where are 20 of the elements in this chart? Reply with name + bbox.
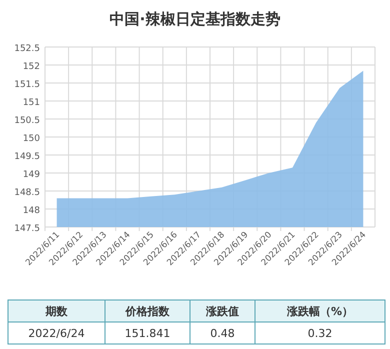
text: 期数 [44, 305, 68, 318]
chart-title: 中国·辣椒日定基指数走势 [110, 10, 280, 28]
text: 2022/6/24 [28, 327, 85, 340]
y-tick-label: 152.5 [14, 44, 40, 54]
text: 151.841 [124, 327, 170, 340]
y-tick-label: 147.5 [14, 224, 40, 234]
text: 价格指数 [124, 305, 170, 318]
y-tick-label: 149.5 [14, 152, 40, 162]
y-tick-label: 151 [22, 98, 40, 108]
text: 涨跌幅（%） [286, 305, 354, 318]
y-tick-label: 149 [22, 170, 40, 180]
y-tick-label: 148 [22, 206, 40, 216]
text: 涨跌值 [205, 305, 239, 318]
y-tick-label: 150.5 [14, 116, 40, 126]
text: 0.48 [210, 327, 235, 340]
y-tick-label: 150 [22, 134, 40, 144]
y-tick-label: 152 [22, 62, 40, 72]
text: 0.32 [308, 327, 332, 340]
y-tick-label: 148.5 [14, 188, 40, 198]
y-tick-label: 151.5 [14, 80, 40, 90]
